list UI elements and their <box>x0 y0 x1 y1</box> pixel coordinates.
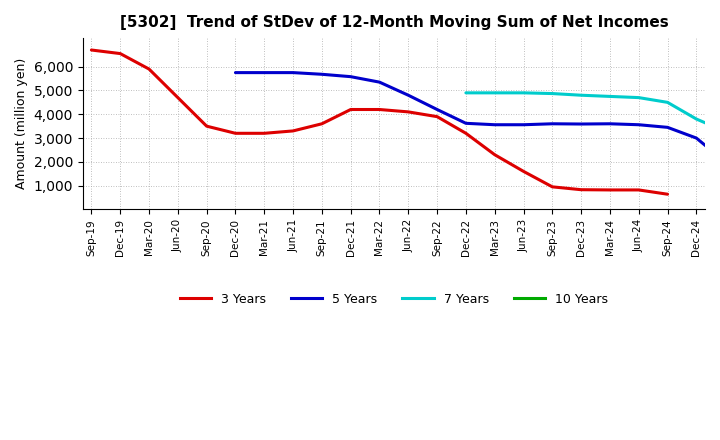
7 Years <box>692 117 701 122</box>
3 Years <box>490 152 499 158</box>
5 Years <box>375 80 384 85</box>
3 Years <box>433 114 441 119</box>
5 Years <box>289 70 297 75</box>
5 Years <box>692 136 701 141</box>
7 Years <box>548 91 557 96</box>
3 Years <box>519 169 528 174</box>
3 Years <box>462 131 470 136</box>
5 Years <box>548 121 557 126</box>
7 Years <box>606 94 614 99</box>
3 Years <box>318 121 326 126</box>
7 Years <box>634 95 643 100</box>
5 Years <box>404 92 413 98</box>
3 Years <box>548 184 557 190</box>
3 Years <box>116 51 125 56</box>
7 Years <box>519 90 528 95</box>
5 Years <box>346 74 355 79</box>
5 Years <box>231 70 240 75</box>
3 Years <box>634 187 643 193</box>
Y-axis label: Amount (million yen): Amount (million yen) <box>15 58 28 189</box>
5 Years <box>519 122 528 127</box>
5 Years <box>606 121 614 126</box>
3 Years <box>260 131 269 136</box>
5 Years <box>318 72 326 77</box>
5 Years <box>490 122 499 127</box>
5 Years <box>433 107 441 112</box>
5 Years <box>577 121 585 127</box>
3 Years <box>404 109 413 114</box>
7 Years <box>490 90 499 95</box>
3 Years <box>289 128 297 134</box>
7 Years <box>663 100 672 105</box>
5 Years <box>634 122 643 127</box>
Legend: 3 Years, 5 Years, 7 Years, 10 Years: 3 Years, 5 Years, 7 Years, 10 Years <box>175 288 613 311</box>
7 Years <box>462 90 470 95</box>
3 Years <box>87 48 96 53</box>
3 Years <box>231 131 240 136</box>
3 Years <box>202 124 211 129</box>
3 Years <box>375 107 384 112</box>
3 Years <box>346 107 355 112</box>
3 Years <box>145 66 153 72</box>
3 Years <box>606 187 614 193</box>
3 Years <box>663 191 672 197</box>
Line: 5 Years: 5 Years <box>235 73 720 162</box>
5 Years <box>260 70 269 75</box>
3 Years <box>577 187 585 192</box>
Line: 7 Years: 7 Years <box>466 93 720 132</box>
3 Years <box>174 95 182 100</box>
Title: [5302]  Trend of StDev of 12-Month Moving Sum of Net Incomes: [5302] Trend of StDev of 12-Month Moving… <box>120 15 668 30</box>
5 Years <box>663 125 672 130</box>
5 Years <box>462 121 470 126</box>
Line: 3 Years: 3 Years <box>91 50 667 194</box>
7 Years <box>577 92 585 98</box>
